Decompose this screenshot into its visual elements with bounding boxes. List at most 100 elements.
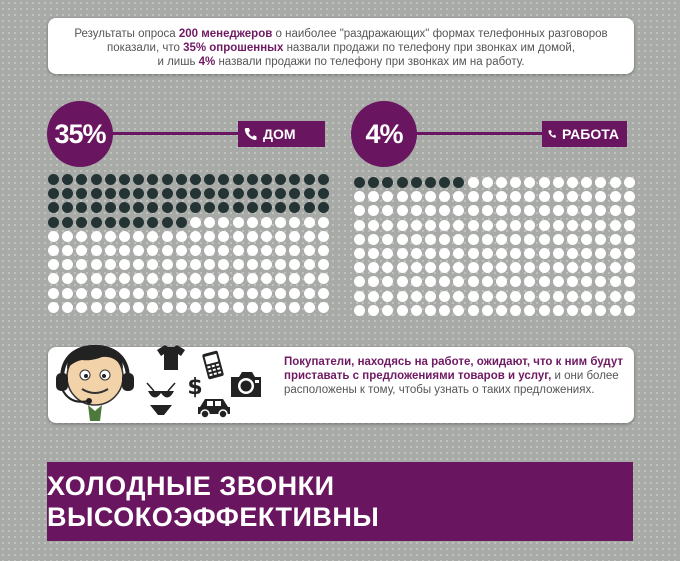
home-label: ДОМ [263, 126, 296, 142]
dot-empty [382, 205, 394, 217]
dot-filled [382, 177, 394, 188]
work-dot-grid [354, 177, 640, 319]
dot-empty [275, 230, 287, 242]
intro-text: Результаты опроса 200 менеджеров о наибо… [48, 27, 634, 69]
dot-empty [104, 287, 116, 299]
dot-empty [382, 191, 394, 203]
dot-empty [133, 273, 145, 285]
dot-filled [261, 188, 272, 200]
dot-filled [90, 174, 102, 185]
dot-empty [275, 259, 287, 271]
dot-empty [567, 177, 578, 188]
dot-empty [232, 287, 244, 299]
dot-filled [289, 188, 301, 200]
dot-empty [161, 273, 173, 285]
home-connector-line [100, 132, 240, 135]
dot-empty [175, 245, 187, 256]
dot-empty [261, 230, 272, 242]
dot-empty [439, 219, 451, 231]
dot-filled [439, 177, 451, 188]
dot-empty [567, 205, 578, 217]
dot-empty [510, 177, 522, 188]
dot-empty [161, 301, 173, 313]
dot-empty [595, 177, 607, 188]
info-text-bold: Покупатели, находясь на работе, ожидают,… [284, 356, 623, 382]
dot-empty [147, 287, 159, 299]
dot-empty [48, 245, 59, 256]
dot-empty [104, 273, 116, 285]
dot-empty [396, 191, 408, 203]
dot-empty [368, 191, 380, 203]
dot-empty [581, 177, 593, 188]
dot-empty [289, 216, 301, 228]
dot-empty [524, 262, 536, 274]
dot-empty [147, 245, 159, 256]
dot-empty [552, 276, 564, 288]
dot-empty [467, 304, 479, 316]
dot-empty [368, 262, 380, 274]
dot-empty [496, 205, 507, 217]
dot-empty [246, 216, 258, 228]
dot-filled [104, 174, 116, 185]
dot-empty [439, 233, 451, 245]
dot-empty [623, 191, 635, 203]
dot-empty [552, 191, 564, 203]
dot-filled [246, 174, 258, 185]
dot-empty [538, 276, 550, 288]
work-tag: РАБОТА [542, 121, 627, 147]
dot-empty [246, 230, 258, 242]
dot-empty [524, 248, 536, 259]
dot-empty [410, 276, 422, 288]
dot-empty [275, 216, 287, 228]
dot-empty [382, 304, 394, 316]
dot-empty [481, 262, 493, 274]
dot-empty [425, 219, 436, 231]
dot-filled [303, 174, 315, 185]
dot-empty [581, 304, 593, 316]
dot-filled [147, 202, 159, 214]
dot-empty [354, 248, 365, 259]
dot-filled [119, 202, 130, 214]
dot-empty [218, 230, 230, 242]
dot-empty [481, 177, 493, 188]
dot-empty [439, 262, 451, 274]
dot-empty [218, 287, 230, 299]
banner-title: ХОЛОДНЫЕ ЗВОНКИ ВЫСОКОЭФФЕКТИВНЫ [47, 462, 633, 541]
dot-empty [204, 273, 216, 285]
dot-empty [410, 262, 422, 274]
dot-empty [368, 304, 380, 316]
dot-filled [175, 174, 187, 185]
highlight-4: 4% [198, 56, 216, 68]
dot-empty [76, 245, 88, 256]
dot-empty [439, 191, 451, 203]
dot-empty [552, 248, 564, 259]
dot-empty [595, 290, 607, 302]
dot-empty [510, 304, 522, 316]
dot-filled [90, 216, 102, 228]
dot-empty [396, 290, 408, 302]
dot-filled [62, 174, 74, 185]
dot-empty [133, 287, 145, 299]
dot-empty [538, 304, 550, 316]
dot-empty [425, 290, 436, 302]
dot-empty [303, 259, 315, 271]
dot-filled [317, 174, 329, 185]
dot-empty [496, 290, 507, 302]
dot-empty [609, 233, 621, 245]
dot-empty [623, 248, 635, 259]
dot-empty [246, 287, 258, 299]
dot-empty [581, 191, 593, 203]
dot-filled [425, 177, 436, 188]
dot-empty [453, 304, 465, 316]
dot-empty [595, 205, 607, 217]
dot-empty [232, 230, 244, 242]
intro-card: Результаты опроса 200 менеджеров о наибо… [48, 18, 634, 74]
dot-empty [567, 248, 578, 259]
dot-empty [303, 230, 315, 242]
dot-filled [453, 177, 465, 188]
dot-empty [467, 276, 479, 288]
dot-empty [609, 276, 621, 288]
dot-empty [567, 191, 578, 203]
dot-empty [261, 273, 272, 285]
dot-empty [119, 287, 130, 299]
